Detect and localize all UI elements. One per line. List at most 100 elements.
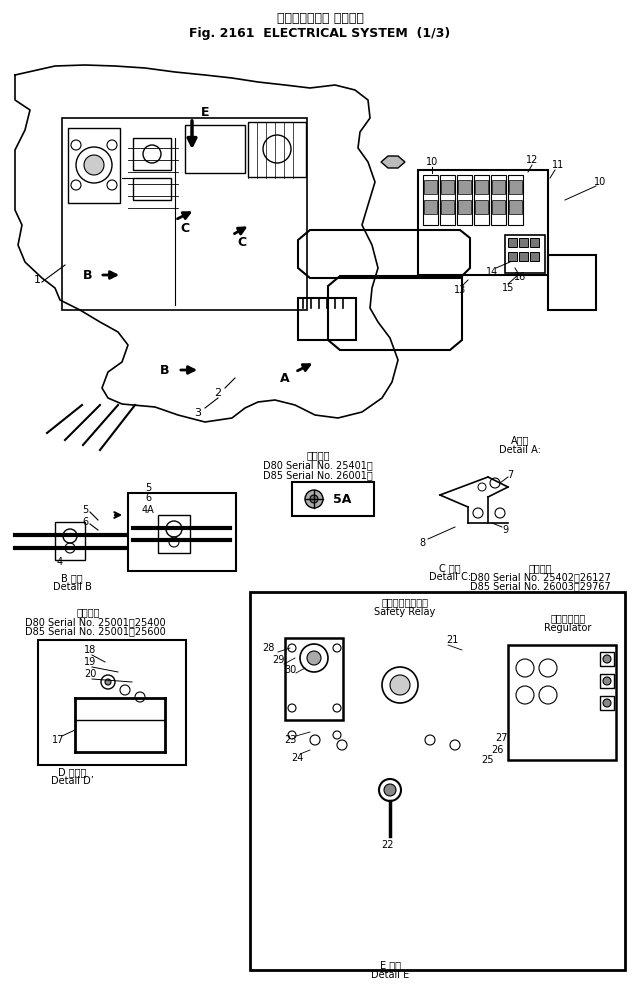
Circle shape	[390, 675, 410, 695]
Text: Detail D’: Detail D’	[51, 776, 93, 786]
Bar	[158, 515, 190, 553]
Text: Safety Relay: Safety Relay	[374, 607, 436, 617]
Text: 1: 1	[33, 275, 40, 285]
Text: エレクトリカル システム: エレクトリカル システム	[276, 12, 364, 25]
Bar	[292, 482, 374, 516]
Text: D80 Serial No. 25401～: D80 Serial No. 25401～	[263, 460, 373, 470]
Text: 2: 2	[214, 388, 221, 398]
Bar	[475, 180, 488, 194]
Text: 3: 3	[195, 408, 202, 418]
Bar	[55, 522, 85, 560]
Bar	[298, 298, 356, 340]
Bar	[519, 252, 528, 261]
Bar	[474, 175, 489, 225]
Text: C: C	[180, 222, 189, 235]
Text: 4A: 4A	[141, 505, 154, 515]
Bar	[133, 138, 171, 170]
Circle shape	[603, 677, 611, 685]
Text: 10: 10	[426, 157, 438, 167]
Bar	[530, 252, 539, 261]
Bar	[440, 175, 455, 225]
Text: B: B	[160, 363, 170, 376]
Circle shape	[305, 490, 323, 508]
Bar	[62, 118, 307, 310]
Circle shape	[603, 655, 611, 663]
Text: 5: 5	[82, 505, 88, 515]
Text: B: B	[83, 268, 93, 281]
Text: 25: 25	[482, 755, 494, 765]
Bar	[250, 592, 625, 970]
Text: Detail B: Detail B	[52, 582, 92, 592]
Text: 13: 13	[454, 285, 466, 295]
Bar	[68, 128, 120, 203]
Bar	[128, 493, 236, 571]
Text: A: A	[280, 371, 290, 384]
Bar	[508, 645, 616, 760]
Bar	[185, 125, 245, 173]
Bar	[508, 238, 517, 247]
Bar	[285, 638, 343, 720]
Text: 11: 11	[552, 160, 564, 170]
Bar	[508, 175, 523, 225]
Text: 5A: 5A	[333, 492, 351, 506]
Text: Regulator: Regulator	[544, 623, 592, 633]
Text: 4: 4	[57, 557, 63, 567]
Bar	[600, 674, 614, 688]
Circle shape	[105, 679, 111, 685]
Text: 14: 14	[486, 267, 498, 277]
Text: 適用号機: 適用号機	[76, 607, 100, 617]
Bar	[509, 200, 522, 214]
Circle shape	[310, 495, 318, 503]
Bar	[600, 652, 614, 666]
Text: C: C	[237, 236, 246, 249]
Bar	[458, 180, 471, 194]
Text: 23: 23	[284, 735, 296, 745]
Bar	[424, 180, 437, 194]
Polygon shape	[381, 156, 405, 168]
Text: D 詳細ｩ: D 詳細ｩ	[58, 767, 86, 777]
Bar	[505, 235, 545, 273]
Text: 24: 24	[291, 753, 303, 763]
Text: 29: 29	[272, 655, 284, 665]
Circle shape	[84, 155, 104, 175]
Text: D85 Serial No. 26003～29767: D85 Serial No. 26003～29767	[470, 581, 611, 591]
Bar	[492, 200, 505, 214]
Text: 12: 12	[526, 155, 538, 165]
Text: 30: 30	[284, 665, 296, 675]
Text: D80 Serial No. 25402～26127: D80 Serial No. 25402～26127	[470, 572, 611, 582]
Text: 適用号機: 適用号機	[307, 450, 330, 460]
Bar	[423, 175, 438, 225]
Text: Fig. 2161  ELECTRICAL SYSTEM  (1/3): Fig. 2161 ELECTRICAL SYSTEM (1/3)	[189, 27, 451, 40]
Text: 6: 6	[82, 517, 88, 527]
Text: 10: 10	[594, 177, 606, 187]
Bar	[424, 200, 437, 214]
Text: E: E	[201, 106, 209, 119]
Text: C 詳細: C 詳細	[439, 563, 461, 573]
Text: 8: 8	[419, 538, 425, 548]
Text: セーフティリレー: セーフティリレー	[381, 597, 429, 607]
Text: 18: 18	[84, 645, 96, 655]
Text: Detail A:: Detail A:	[499, 445, 541, 455]
Bar	[530, 238, 539, 247]
Text: 9: 9	[502, 525, 508, 535]
Bar	[492, 180, 505, 194]
Text: 5: 5	[145, 483, 151, 493]
Text: 7: 7	[507, 470, 513, 480]
Text: 15: 15	[502, 283, 514, 293]
Text: 26: 26	[491, 745, 503, 755]
Bar	[441, 180, 454, 194]
Bar	[38, 640, 186, 765]
Circle shape	[307, 651, 321, 665]
Bar	[519, 238, 528, 247]
Bar	[475, 200, 488, 214]
Bar	[441, 200, 454, 214]
Bar	[600, 696, 614, 710]
Bar	[491, 175, 506, 225]
Bar	[509, 180, 522, 194]
Text: 16: 16	[514, 272, 526, 282]
Text: レギュレータ: レギュレータ	[550, 613, 586, 623]
Bar	[133, 178, 171, 200]
Text: 6: 6	[145, 493, 151, 503]
Bar	[548, 255, 596, 310]
Text: E 詳細: E 詳細	[380, 960, 401, 970]
